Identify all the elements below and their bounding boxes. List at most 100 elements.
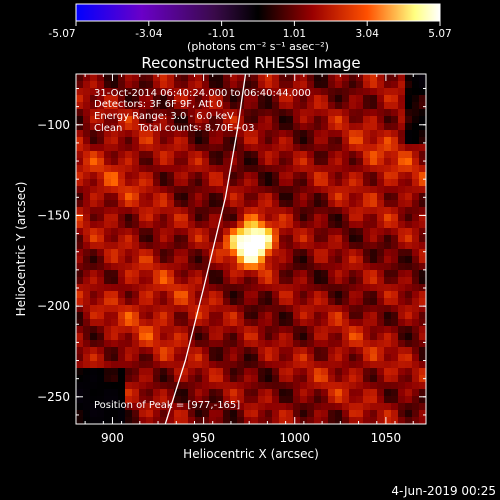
- heatmap-pixel: [174, 172, 182, 180]
- heatmap-pixel: [230, 403, 238, 411]
- heatmap-pixel: [391, 137, 399, 145]
- heatmap-pixel: [181, 109, 189, 117]
- heatmap-pixel: [286, 172, 294, 180]
- heatmap-pixel: [377, 102, 385, 110]
- heatmap-pixel: [405, 81, 413, 89]
- heatmap-pixel: [286, 263, 294, 271]
- heatmap-pixel: [384, 284, 392, 292]
- heatmap-pixel: [258, 263, 266, 271]
- heatmap-pixel: [314, 109, 322, 117]
- heatmap-pixel: [398, 144, 406, 152]
- heatmap-pixel: [377, 333, 385, 341]
- heatmap-pixel: [349, 130, 357, 138]
- heatmap-pixel: [328, 305, 336, 313]
- heatmap-pixel: [279, 221, 287, 229]
- heatmap-pixel: [279, 277, 287, 285]
- y-tick-label: −250: [37, 390, 70, 404]
- heatmap-pixel: [132, 235, 140, 243]
- heatmap-pixel: [258, 340, 266, 348]
- heatmap-pixel: [237, 235, 245, 243]
- heatmap-pixel: [251, 382, 259, 390]
- heatmap-pixel: [258, 151, 266, 159]
- heatmap-pixel: [230, 172, 238, 180]
- heatmap-pixel: [272, 389, 280, 397]
- heatmap-pixel: [412, 396, 420, 404]
- heatmap-pixel: [244, 305, 252, 313]
- heatmap-pixel: [391, 410, 399, 418]
- x-tick-label: 950: [192, 431, 215, 445]
- heatmap-pixel: [314, 256, 322, 264]
- heatmap-pixel: [398, 109, 406, 117]
- heatmap-pixel: [132, 130, 140, 138]
- heatmap-pixel: [335, 242, 343, 250]
- heatmap-pixel: [300, 74, 308, 82]
- heatmap-pixel: [370, 200, 378, 208]
- heatmap-pixel: [90, 382, 98, 390]
- heatmap-pixel: [307, 242, 315, 250]
- heatmap-pixel: [244, 137, 252, 145]
- heatmap-pixel: [160, 417, 168, 424]
- heatmap-pixel: [118, 375, 126, 383]
- heatmap-pixel: [83, 354, 91, 362]
- heatmap-pixel: [391, 403, 399, 411]
- heatmap-pixel: [209, 396, 217, 404]
- heatmap-pixel: [314, 116, 322, 124]
- heatmap-pixel: [146, 193, 154, 201]
- heatmap-pixel: [104, 382, 112, 390]
- heatmap-pixel: [300, 186, 308, 194]
- heatmap-pixel: [377, 151, 385, 159]
- heatmap-pixel: [118, 361, 126, 369]
- heatmap-pixel: [314, 305, 322, 313]
- heatmap-pixel: [132, 326, 140, 334]
- heatmap-pixel: [293, 263, 301, 271]
- heatmap-pixel: [363, 116, 371, 124]
- heatmap-pixel: [265, 102, 273, 110]
- heatmap-pixel: [195, 312, 203, 320]
- heatmap-pixel: [405, 368, 413, 376]
- heatmap-pixel: [195, 179, 203, 187]
- heatmap-pixel: [272, 403, 280, 411]
- heatmap-pixel: [97, 151, 105, 159]
- heatmap-pixel: [153, 249, 161, 257]
- heatmap-pixel: [76, 277, 84, 285]
- heatmap-pixel: [349, 417, 357, 424]
- heatmap-pixel: [125, 382, 133, 390]
- heatmap-pixel: [363, 326, 371, 334]
- heatmap-pixel: [153, 109, 161, 117]
- heatmap-pixel: [342, 389, 350, 397]
- heatmap-pixel: [132, 242, 140, 250]
- heatmap-pixel: [111, 305, 119, 313]
- heatmap-pixel: [111, 74, 119, 82]
- heatmap-pixel: [167, 123, 175, 131]
- heatmap-pixel: [419, 270, 426, 278]
- heatmap-pixel: [244, 74, 252, 82]
- heatmap-pixel: [398, 207, 406, 215]
- heatmap-pixel: [314, 270, 322, 278]
- heatmap-pixel: [321, 123, 329, 131]
- heatmap-pixel: [363, 284, 371, 292]
- x-tick-label: 900: [101, 431, 124, 445]
- heatmap-pixel: [244, 354, 252, 362]
- heatmap-pixel: [328, 214, 336, 222]
- heatmap-pixel: [90, 221, 98, 229]
- heatmap-pixel: [188, 382, 196, 390]
- heatmap-pixel: [237, 298, 245, 306]
- heatmap-pixel: [258, 410, 266, 418]
- heatmap-pixel: [251, 305, 259, 313]
- heatmap-pixel: [181, 95, 189, 103]
- heatmap-pixel: [272, 165, 280, 173]
- heatmap-pixel: [349, 151, 357, 159]
- heatmap-pixel: [293, 270, 301, 278]
- heatmap-pixel: [391, 305, 399, 313]
- heatmap-pixel: [83, 172, 91, 180]
- heatmap-pixel: [307, 249, 315, 257]
- heatmap-pixel: [363, 165, 371, 173]
- heatmap-pixel: [307, 88, 315, 96]
- heatmap-pixel: [174, 137, 182, 145]
- heatmap-pixel: [391, 102, 399, 110]
- heatmap-pixel: [272, 186, 280, 194]
- heatmap-pixel: [279, 298, 287, 306]
- heatmap-pixel: [272, 347, 280, 355]
- heatmap-pixel: [244, 312, 252, 320]
- heatmap-pixel: [251, 319, 259, 327]
